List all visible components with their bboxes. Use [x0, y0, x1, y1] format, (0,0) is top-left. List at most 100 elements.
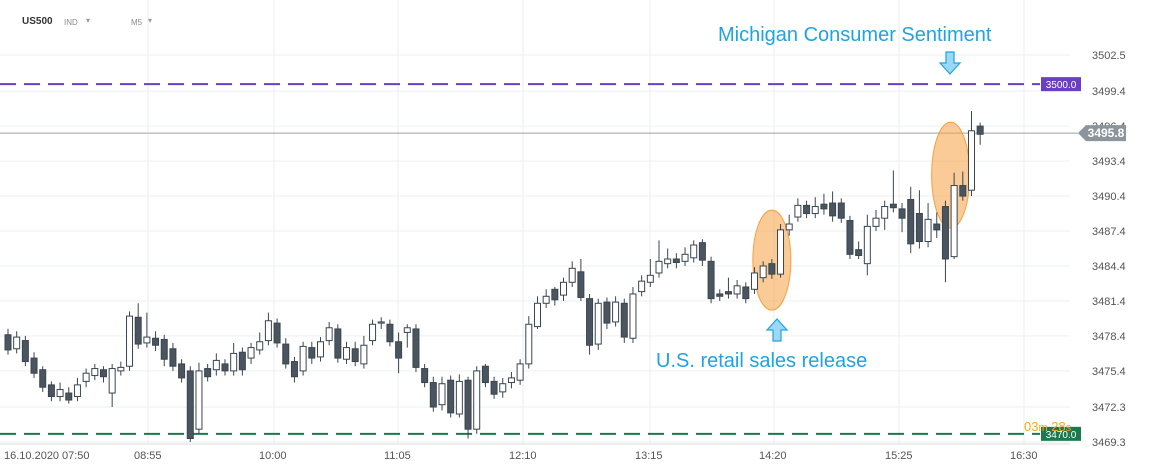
candle-body: [855, 249, 863, 256]
bull-candle: [473, 366, 481, 434]
bear-candle: [65, 387, 73, 404]
bear-candle: [603, 297, 611, 329]
bull-candle: [533, 296, 541, 329]
candle-body: [204, 368, 212, 378]
candle-body: [829, 202, 837, 217]
candle-body: [846, 220, 854, 255]
candle-body: [256, 341, 264, 351]
bull-candle: [638, 275, 646, 297]
bull-candle: [143, 312, 151, 348]
candle-body: [195, 370, 203, 430]
bear-candle: [959, 171, 967, 201]
candle-body: [264, 320, 272, 342]
y-tick-label: 3475.4: [1092, 366, 1126, 378]
y-tick-label: 3487.4: [1092, 226, 1126, 238]
candle-body: [117, 366, 125, 372]
x-tick-label: 08:55: [134, 450, 162, 462]
candle-body: [915, 213, 923, 243]
bull-candle: [499, 377, 507, 398]
bear-candle: [672, 253, 680, 269]
bull-candle: [13, 331, 21, 354]
bear-candle: [837, 198, 845, 223]
annotation-retail-sales: U.S. retail sales release: [656, 350, 868, 372]
bull-candle: [91, 363, 99, 381]
bull-candle: [733, 279, 741, 299]
bull-candle: [343, 341, 351, 364]
candle-body: [143, 336, 151, 344]
symbol-dropdown-icon[interactable]: ▾: [86, 16, 91, 25]
bull-candle: [403, 324, 411, 348]
bear-candle: [976, 122, 984, 145]
price-badges: 3500.0 3470.0 3495.8: [1041, 77, 1126, 441]
current-price-badge-label: 3495.8: [1088, 126, 1125, 140]
bear-candle: [490, 376, 498, 399]
x-tick-label: 12:10: [509, 450, 537, 462]
bull-candle: [863, 214, 871, 276]
bear-candle: [238, 347, 246, 376]
bull-candle: [212, 353, 220, 376]
candle-body: [837, 202, 845, 219]
candle-body: [898, 208, 906, 219]
candle-body: [438, 383, 446, 406]
bear-candle: [308, 341, 316, 364]
candle-body: [750, 272, 758, 290]
candle-body: [507, 377, 515, 384]
horizontal-levels: [0, 83, 1078, 435]
candle-body: [551, 288, 559, 301]
x-tick-label: 11:05: [384, 450, 411, 462]
y-tick-label: 3478.4: [1092, 331, 1126, 343]
symbol-label[interactable]: US500: [22, 16, 53, 27]
current-price-badge-bg: [1078, 125, 1126, 142]
candle-body: [794, 204, 802, 218]
bear-candle: [134, 303, 142, 349]
bear-candle: [846, 215, 854, 259]
timeframe-label[interactable]: M5: [131, 18, 143, 27]
candle-body: [560, 281, 568, 296]
bull-candle: [655, 240, 663, 278]
timeframe-dropdown-icon[interactable]: ▾: [148, 16, 153, 25]
bear-candle: [99, 366, 107, 383]
candle-body: [499, 383, 507, 393]
candle-countdown-timer: 03m 28s: [1024, 419, 1071, 434]
bull-candle: [872, 210, 880, 232]
candle-body: [134, 316, 142, 345]
candle-body: [238, 351, 246, 371]
bear-candle: [386, 319, 394, 347]
down-arrow-icon: [938, 51, 962, 75]
bull-candle: [785, 214, 793, 236]
candle-body: [941, 206, 949, 260]
candle-body: [742, 286, 750, 300]
bear-candle: [429, 376, 437, 412]
level-badge-label: 3500.0: [1046, 80, 1077, 91]
bear-candle: [933, 212, 941, 239]
bear-candle: [169, 342, 177, 371]
candle-body: [273, 322, 281, 344]
y-tick-label: 3502.5: [1092, 50, 1126, 62]
bull-candle: [811, 197, 819, 219]
candle-body: [99, 369, 107, 378]
candle-body: [603, 301, 611, 324]
bull-candle: [950, 172, 958, 259]
candle-body: [533, 302, 541, 328]
candle-body: [386, 323, 394, 343]
candle-body: [47, 384, 55, 398]
candle-body: [785, 223, 793, 231]
candle-body: [56, 389, 64, 398]
bull-candle: [455, 374, 463, 418]
bear-candle: [186, 366, 194, 442]
candle-body: [308, 347, 316, 359]
timer-seconds-unit: s: [1065, 422, 1072, 434]
bull-candle: [360, 335, 368, 369]
y-tick-label: 3481.4: [1092, 296, 1126, 308]
bear-candle: [152, 331, 160, 352]
candle-body: [768, 263, 776, 275]
bull-candle: [594, 298, 602, 350]
candle-body: [690, 244, 698, 259]
candle-body: [369, 323, 377, 342]
y-axis: 3502.53499.43496.43493.43490.43487.43484…: [1092, 50, 1126, 449]
x-tick-label: 13:15: [635, 450, 663, 462]
timer-minutes: 03: [1024, 419, 1039, 434]
y-tick-label: 3499.4: [1092, 86, 1126, 98]
candle-body: [73, 384, 81, 398]
